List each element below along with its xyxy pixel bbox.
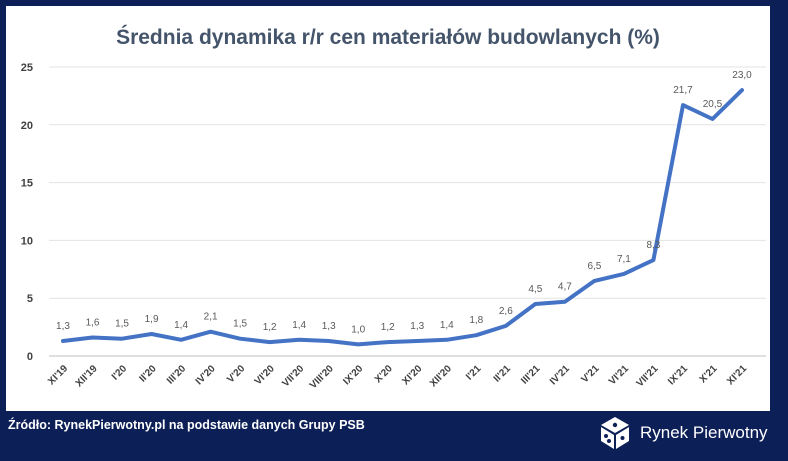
- data-label: 20,5: [703, 99, 723, 110]
- x-tick-label: VII'20: [280, 363, 306, 389]
- x-tick-label: XI'19: [46, 363, 70, 387]
- x-tick-label: IX'20: [341, 363, 365, 387]
- data-label: 1,3: [56, 321, 70, 332]
- x-tick-label: XII'19: [74, 363, 100, 389]
- brand-logo: Rynek Pierwotny: [600, 414, 768, 452]
- data-label: 23,0: [732, 70, 752, 81]
- x-tick-label: IV'20: [194, 363, 218, 387]
- data-label: 2,6: [499, 306, 513, 317]
- data-label: 1,0: [351, 324, 365, 335]
- x-tick-label: IX'21: [666, 363, 690, 387]
- series-line: [61, 88, 744, 347]
- x-tick-label: V'20: [225, 363, 247, 385]
- cube-logo-icon: [601, 417, 629, 449]
- chart-panel: Średnia dynamika r/r cen materiałów budo…: [6, 6, 770, 411]
- y-tick-label: 10: [21, 235, 33, 247]
- x-tick-label: XI'20: [400, 363, 424, 387]
- x-tick-label: VI'20: [253, 363, 277, 387]
- data-label: 1,4: [292, 320, 306, 331]
- data-label: 1,5: [115, 319, 129, 330]
- x-tick-label: VII'21: [635, 363, 661, 389]
- y-tick-label: 25: [21, 62, 33, 74]
- y-tick-label: 0: [27, 351, 33, 363]
- data-label: 6,5: [587, 261, 601, 272]
- data-label: 1,8: [469, 315, 483, 326]
- data-label: 1,2: [381, 322, 395, 333]
- data-label: 7,1: [617, 254, 631, 265]
- data-label: 1,3: [410, 321, 424, 332]
- data-label: 1,6: [86, 318, 100, 329]
- x-tick-label: IV'21: [548, 363, 572, 387]
- x-tick-label: VI'21: [607, 363, 631, 387]
- data-label: 4,5: [528, 284, 542, 295]
- data-label: 4,7: [558, 282, 572, 293]
- x-tick-label: X'21: [698, 363, 720, 385]
- x-tick-label: X'20: [373, 363, 395, 385]
- brand-name: Rynek Pierwotny: [640, 423, 768, 442]
- data-label: 2,1: [204, 312, 218, 323]
- x-tick-label: V'21: [579, 363, 601, 385]
- x-tick-label: XI'21: [725, 363, 749, 387]
- data-label: 21,7: [673, 85, 693, 96]
- x-tick-label: II'20: [137, 363, 159, 385]
- data-label: 1,4: [440, 320, 454, 331]
- x-tick-label: XII'20: [428, 363, 454, 389]
- data-label: 1,4: [174, 320, 188, 331]
- data-label: 1,5: [233, 319, 247, 330]
- y-tick-label: 15: [21, 178, 33, 190]
- data-label: 1,9: [145, 314, 159, 325]
- x-tick-label: II'21: [492, 363, 514, 385]
- source-note: Źródło: RynekPierwotny.pl na podstawie d…: [8, 418, 365, 432]
- chart-title: Średnia dynamika r/r cen materiałów budo…: [116, 26, 660, 49]
- data-label: 8,3: [646, 240, 660, 251]
- x-tick-label: I'21: [464, 363, 484, 383]
- x-tick-label: III'21: [519, 363, 543, 387]
- x-tick-label: III'20: [165, 363, 189, 387]
- data-label: 1,2: [263, 322, 277, 333]
- x-tick-label: I'20: [110, 363, 130, 383]
- y-tick-label: 20: [21, 120, 33, 132]
- data-label: 1,3: [322, 321, 336, 332]
- x-tick-label: VIII'20: [308, 363, 336, 391]
- y-tick-label: 5: [27, 293, 33, 305]
